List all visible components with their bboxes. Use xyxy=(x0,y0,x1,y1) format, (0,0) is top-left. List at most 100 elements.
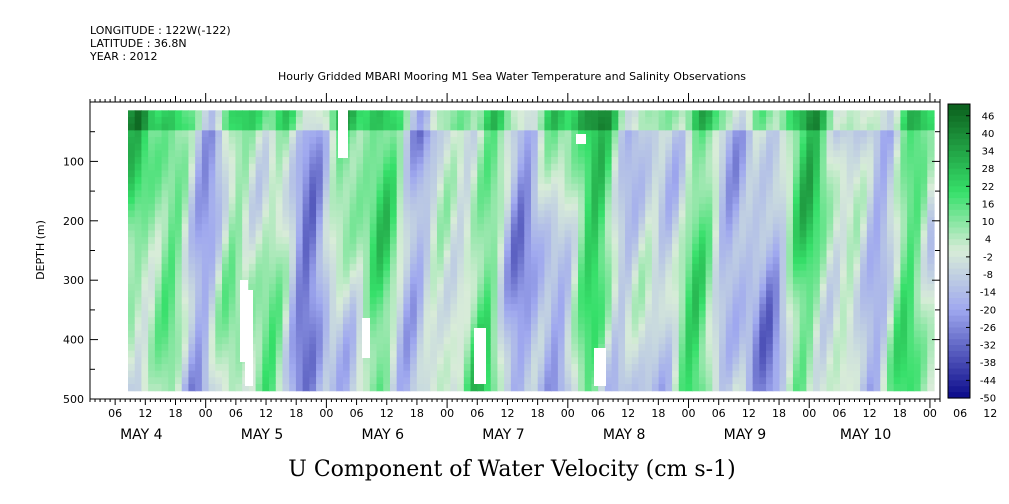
heatmap-cell xyxy=(302,257,310,265)
heatmap-cell xyxy=(262,290,270,298)
heatmap-cell xyxy=(329,290,337,298)
heatmap-cell xyxy=(168,350,176,358)
heatmap-cell xyxy=(309,170,317,178)
heatmap-cell xyxy=(208,223,216,232)
heatmap-cell xyxy=(725,263,734,272)
heatmap-cell xyxy=(584,157,593,165)
heatmap-cell xyxy=(725,283,734,292)
heatmap-cell xyxy=(477,317,485,325)
heatmap-cell xyxy=(175,370,183,378)
heatmap-cell xyxy=(128,123,136,131)
heatmap-cell xyxy=(450,230,458,238)
heatmap-cell xyxy=(403,130,411,138)
heatmap-cell xyxy=(410,197,418,205)
heatmap-cell xyxy=(531,377,539,385)
heatmap-cell xyxy=(443,343,451,352)
heatmap-cell xyxy=(369,143,378,151)
heatmap-cell xyxy=(483,183,492,192)
heatmap-cell xyxy=(591,217,599,225)
heatmap-cell xyxy=(376,317,384,325)
heatmap-cell xyxy=(396,377,404,385)
heatmap-cell xyxy=(698,116,707,125)
heatmap-cell xyxy=(423,323,431,332)
heatmap-cell xyxy=(819,263,828,272)
heatmap-cell xyxy=(645,337,653,345)
heatmap-cell xyxy=(772,137,781,145)
heatmap-cell xyxy=(490,150,499,158)
heatmap-cell xyxy=(504,217,512,225)
heatmap-cell xyxy=(725,123,734,131)
heatmap-cell xyxy=(423,217,431,225)
heatmap-cell xyxy=(745,203,754,212)
heatmap-cell xyxy=(813,277,821,285)
heatmap-cell xyxy=(604,210,613,218)
heatmap-cell xyxy=(235,277,243,285)
heatmap-cell xyxy=(651,143,660,151)
heatmap-cell xyxy=(598,130,606,138)
heatmap-cell xyxy=(369,130,378,138)
heatmap-cell xyxy=(900,297,908,305)
heatmap-cell xyxy=(356,363,364,372)
heatmap-cell xyxy=(148,357,156,365)
heatmap-cell xyxy=(913,223,922,232)
heatmap-cell xyxy=(544,384,552,392)
heatmap-cell xyxy=(289,363,297,372)
heatmap-cell xyxy=(880,203,888,212)
heatmap-cell xyxy=(463,143,472,151)
heatmap-cell xyxy=(584,177,593,185)
heatmap-cell xyxy=(161,250,169,258)
heatmap-cell xyxy=(450,357,458,365)
heatmap-cell xyxy=(779,363,787,372)
heatmap-cell xyxy=(645,270,653,278)
heatmap-cell xyxy=(719,210,727,218)
heatmap-cell xyxy=(584,283,593,292)
heatmap-cell xyxy=(578,250,586,258)
heatmap-cell xyxy=(175,330,183,338)
heatmap-cell xyxy=(685,350,693,358)
heatmap-cell xyxy=(853,377,861,385)
heatmap-cell xyxy=(611,177,619,185)
heatmap-cell xyxy=(537,143,546,151)
heatmap-cell xyxy=(537,363,546,372)
heatmap-cell xyxy=(195,257,203,265)
heatmap-cell xyxy=(376,257,384,265)
heatmap-cell xyxy=(766,123,774,131)
heatmap-cell xyxy=(195,137,203,145)
heatmap-cell xyxy=(880,190,888,198)
heatmap-cell xyxy=(349,116,357,125)
heatmap-cell xyxy=(537,297,546,305)
heatmap-cell xyxy=(510,350,519,358)
heatmap-cell xyxy=(161,330,169,338)
heatmap-cell xyxy=(262,257,270,265)
heatmap-cell xyxy=(806,143,814,151)
heatmap-cell xyxy=(148,384,156,392)
heatmap-cell xyxy=(853,290,861,298)
heatmap-cell xyxy=(477,217,485,225)
heatmap-cell xyxy=(128,370,136,378)
heatmap-cell xyxy=(631,243,640,252)
heatmap-cell xyxy=(168,377,176,385)
heatmap-cell xyxy=(517,370,525,378)
heatmap-cell xyxy=(128,343,136,352)
heatmap-cell xyxy=(739,183,747,192)
heatmap-cell xyxy=(175,384,183,392)
heatmap-cell xyxy=(544,290,552,298)
heatmap-cell xyxy=(907,330,915,338)
heatmap-cell xyxy=(410,357,418,365)
heatmap-cell xyxy=(262,157,270,165)
heatmap-cell xyxy=(792,350,801,358)
heatmap-cell xyxy=(463,323,472,332)
heatmap-cell xyxy=(316,177,324,185)
heatmap-cell xyxy=(551,243,559,252)
heatmap-cell xyxy=(363,310,371,318)
heatmap-cell xyxy=(799,363,807,372)
heatmap-cell xyxy=(342,303,351,312)
heatmap-cell xyxy=(510,323,519,332)
heatmap-cell xyxy=(490,377,499,385)
heatmap-cell xyxy=(134,197,143,205)
heatmap-cell xyxy=(463,283,472,292)
heatmap-cell xyxy=(477,163,485,171)
heatmap-cell xyxy=(665,330,673,338)
heatmap-cell xyxy=(295,123,304,131)
heatmap-cell xyxy=(759,123,767,131)
